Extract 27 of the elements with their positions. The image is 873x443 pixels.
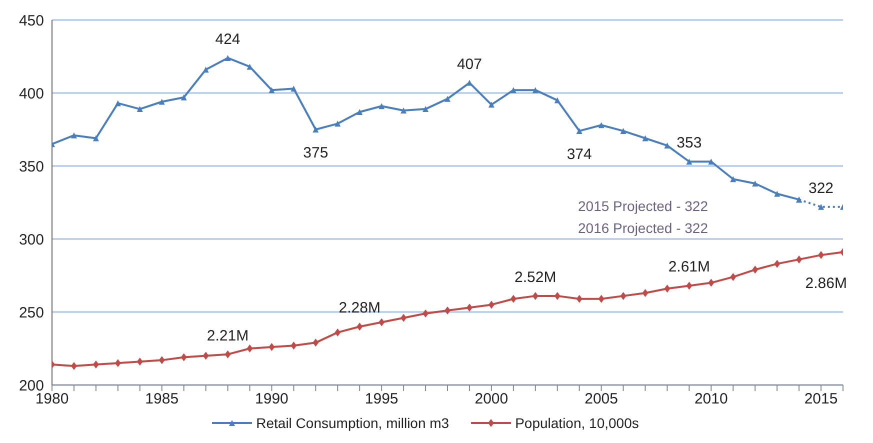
annotation: 2.61M [668,258,710,276]
x-tick-label: 2010 [694,390,728,408]
annotation: 2.52M [514,268,556,286]
y-tick-label: 450 [18,12,44,30]
annotation: 2.86M [805,275,847,292]
x-tick-label: 2000 [474,390,508,408]
data-label: 375 [303,144,328,162]
data-label: 322 [808,180,834,197]
x-tick-label: 1995 [364,390,398,408]
annotation: 2.21M [206,327,249,344]
x-tick-label: 2005 [584,390,618,408]
y-tick-label: 250 [18,304,44,322]
annotation: 2015 Projected - 322 [578,198,708,214]
x-tick-label: 2015 [804,390,838,408]
annotation: 2.28M [338,300,380,317]
x-tick-label: 1990 [255,390,288,408]
annotation: 2016 Projected - 322 [578,220,708,236]
y-tick-label: 400 [18,85,44,102]
data-label: 374 [566,146,592,163]
data-label: 424 [215,30,240,48]
data-label: 407 [456,56,482,73]
x-tick-label: 1985 [145,390,179,408]
legend-label: Retail Consumption, million m3 [255,415,450,431]
data-label: 353 [676,134,702,152]
y-tick-label: 350 [18,158,44,176]
y-tick-label: 300 [18,231,44,248]
legend-label: Population, 10,000s [514,415,639,431]
